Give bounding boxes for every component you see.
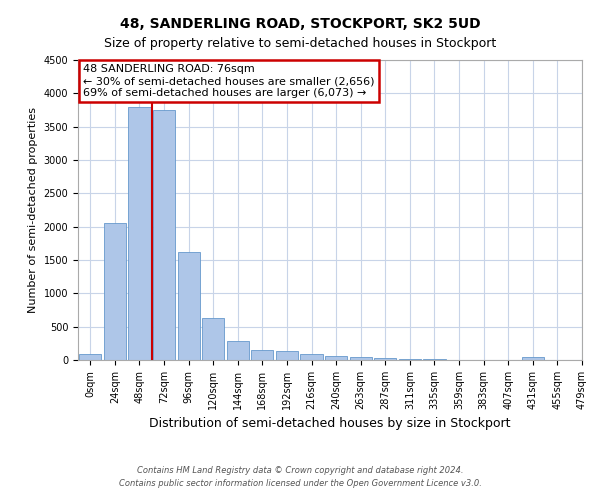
Bar: [325, 356, 347, 360]
Bar: [276, 352, 298, 360]
Bar: [128, 106, 151, 360]
X-axis label: Distribution of semi-detached houses by size in Stockport: Distribution of semi-detached houses by …: [149, 418, 511, 430]
Bar: [104, 222, 126, 360]
Bar: [350, 357, 372, 360]
Y-axis label: Number of semi-detached properties: Number of semi-detached properties: [28, 107, 38, 313]
Bar: [522, 358, 544, 360]
Bar: [153, 110, 175, 360]
Bar: [251, 350, 274, 360]
Bar: [178, 252, 200, 360]
Bar: [374, 358, 397, 360]
Text: 48 SANDERLING ROAD: 76sqm
← 30% of semi-detached houses are smaller (2,656)
69% : 48 SANDERLING ROAD: 76sqm ← 30% of semi-…: [83, 64, 374, 98]
Bar: [227, 340, 249, 360]
Bar: [399, 359, 421, 360]
Text: Size of property relative to semi-detached houses in Stockport: Size of property relative to semi-detach…: [104, 38, 496, 51]
Bar: [202, 318, 224, 360]
Bar: [79, 354, 101, 360]
Bar: [301, 354, 323, 360]
Text: Contains HM Land Registry data © Crown copyright and database right 2024.
Contai: Contains HM Land Registry data © Crown c…: [119, 466, 481, 487]
Text: 48, SANDERLING ROAD, STOCKPORT, SK2 5UD: 48, SANDERLING ROAD, STOCKPORT, SK2 5UD: [119, 18, 481, 32]
